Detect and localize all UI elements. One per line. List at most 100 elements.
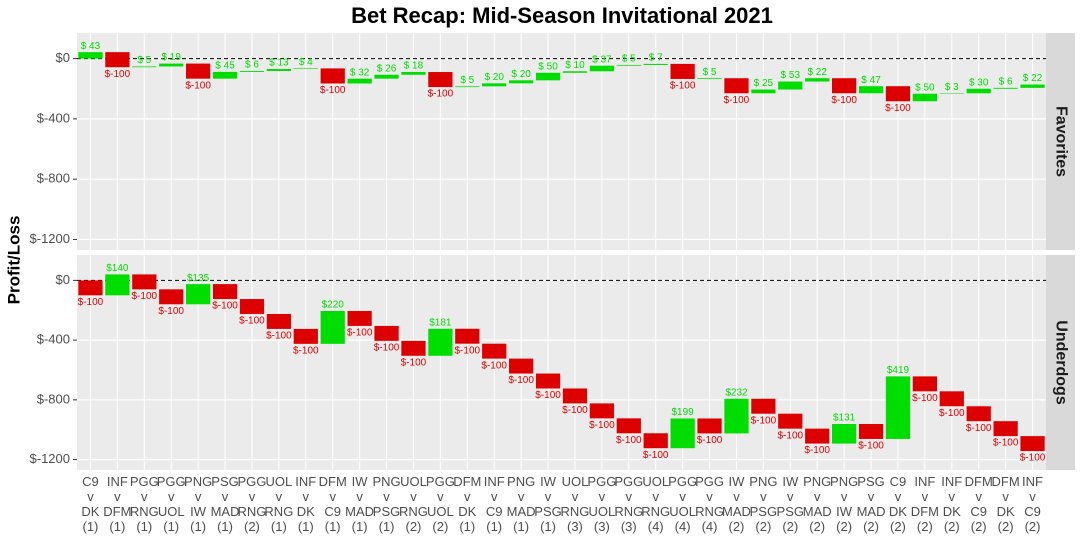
data-label: $-100	[912, 393, 938, 404]
data-label: $ 6	[245, 60, 259, 71]
bar	[78, 52, 103, 59]
data-label: $ 37	[592, 54, 612, 65]
bar	[966, 406, 991, 422]
x-tick-label: INF v C9 (1)	[483, 474, 505, 534]
bar	[589, 403, 614, 419]
bar	[401, 72, 426, 75]
data-label: $ 7	[649, 53, 663, 64]
chart-title: Bet Recap: Mid-Season Invitational 2021	[351, 3, 773, 28]
x-tick-label: IW v PSG (2)	[776, 474, 805, 534]
bar	[939, 391, 964, 407]
x-tick-label: INF v DFM (1)	[103, 474, 132, 534]
bar	[751, 398, 776, 414]
bar	[239, 70, 265, 72]
data-label: $-100	[374, 342, 400, 353]
bar	[132, 66, 157, 68]
data-label: $-100	[751, 415, 777, 426]
data-label: $ 50	[915, 82, 935, 93]
x-tick-label: UOL v RNG (2)	[399, 474, 428, 534]
data-label: $-100	[562, 405, 588, 416]
bar	[670, 63, 695, 79]
x-tick-label: INF v DK (1)	[295, 474, 317, 534]
bar	[724, 398, 749, 434]
data-label: $-100	[78, 297, 104, 308]
data-label: $-100	[616, 435, 642, 446]
bar	[1020, 436, 1045, 452]
x-tick-label: IW v PSG (1)	[534, 474, 562, 534]
data-label: $ 26	[377, 63, 397, 74]
bar	[428, 328, 453, 356]
facet-label: Underdogs	[1052, 320, 1069, 405]
x-tick-label: UOL v RNG (1)	[264, 474, 294, 534]
bar	[724, 78, 749, 94]
data-label: $ 50	[538, 61, 558, 72]
data-label: $ 5	[460, 75, 474, 86]
x-tick-label: INF v DK (2)	[941, 474, 963, 534]
x-tick-label: PGG v UOL (3)	[587, 474, 617, 534]
data-label: $181	[429, 317, 452, 328]
x-tick-label: DFM v C9 (2)	[964, 474, 993, 534]
data-label: $ 20	[511, 69, 531, 80]
data-label: $419	[887, 365, 910, 376]
data-label: $-100	[778, 430, 804, 441]
panel-background	[77, 33, 1046, 250]
bar	[993, 87, 1018, 89]
data-label: $ 22	[807, 67, 827, 78]
data-label: $-100	[966, 423, 992, 434]
bar	[455, 86, 480, 88]
data-label: $ 25	[754, 78, 774, 89]
data-label: $ 20	[484, 72, 504, 83]
bar	[159, 63, 184, 67]
data-label: $-100	[158, 306, 184, 317]
bar	[778, 81, 803, 90]
y-tick-label: $-1200	[30, 231, 70, 246]
data-label: $ 5	[622, 54, 636, 65]
y-tick-label: $-400	[37, 110, 70, 125]
bar	[697, 418, 722, 434]
data-label: $ 53	[781, 70, 801, 81]
data-label: $131	[833, 413, 856, 424]
bar	[186, 63, 211, 79]
bar	[643, 433, 668, 449]
x-tick-label: DFM v DK (1)	[453, 474, 482, 534]
data-label: $-100	[858, 441, 884, 452]
y-tick-label: $-800	[37, 171, 70, 186]
bar	[805, 428, 830, 444]
bar	[347, 310, 372, 326]
bar	[670, 418, 695, 449]
bar	[320, 68, 345, 84]
bar	[966, 88, 991, 94]
x-tick-label: PGG v UOL (2)	[425, 474, 455, 534]
y-tick-label: $-400	[37, 332, 70, 347]
data-label: $-100	[401, 357, 427, 368]
x-tick-label: PGG v RNG (2)	[237, 474, 267, 534]
data-label: $ 32	[350, 67, 370, 78]
bar	[912, 376, 937, 392]
bar	[885, 376, 911, 439]
bar	[885, 86, 911, 102]
x-tick-label: DFM v C9 (1)	[318, 474, 347, 534]
bar	[751, 89, 776, 94]
data-label: $ 43	[81, 41, 101, 52]
bar	[105, 52, 130, 68]
bar	[159, 289, 184, 305]
bar	[212, 284, 238, 300]
x-tick-label: PNG v IW (1)	[184, 474, 213, 534]
bar	[535, 72, 561, 81]
bar	[320, 310, 345, 344]
data-label: $ 13	[269, 58, 289, 69]
data-label: $-100	[347, 328, 373, 339]
data-label: $ 47	[861, 75, 881, 86]
bar	[562, 388, 588, 404]
data-label: $-100	[1020, 453, 1046, 464]
x-tick-label: PNG v MAD (1)	[506, 474, 536, 534]
x-tick-label: PGG v RNG (3)	[614, 474, 644, 534]
y-tick-label: $0	[56, 272, 70, 287]
x-tick-label: INF v C9 (2)	[1022, 474, 1043, 534]
x-tick-label: PNG v IW (2)	[830, 474, 859, 534]
bar	[509, 358, 534, 374]
bar	[212, 71, 238, 79]
data-label: $-100	[428, 89, 454, 100]
bar	[778, 413, 803, 429]
